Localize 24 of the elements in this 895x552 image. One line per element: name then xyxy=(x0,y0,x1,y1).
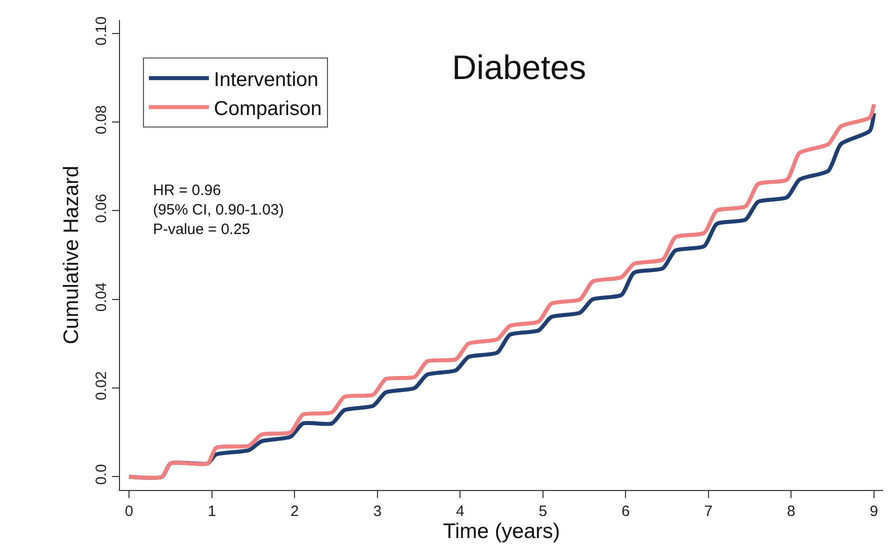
x-tick-label: 1 xyxy=(208,503,216,520)
y-axis-title: Cumulative Hazard xyxy=(60,166,84,344)
y-tick-label: 0.06 xyxy=(93,194,110,224)
y-tick-label: 0.10 xyxy=(93,16,110,46)
x-tick-label: 6 xyxy=(621,503,630,520)
x-tick-label: 0 xyxy=(124,503,134,520)
x-axis-title: Time (years) xyxy=(442,520,560,544)
y-tick-label: 0.0 xyxy=(93,464,110,485)
x-tick-label: 7 xyxy=(704,503,713,520)
x-tick-label: 9 xyxy=(870,503,878,520)
annotation: P-value = 0.25 xyxy=(153,221,250,238)
y-tick-label: 0.02 xyxy=(93,371,110,400)
x-tick-label: 4 xyxy=(456,503,464,520)
y-tick-label: 0.08 xyxy=(93,105,110,134)
legend-label: Comparison xyxy=(214,98,322,120)
x-tick-label: 3 xyxy=(373,503,382,520)
x-tick-label: 8 xyxy=(786,503,796,520)
legend-label: Intervention xyxy=(214,68,318,91)
text: Diabetes xyxy=(452,49,586,87)
y-tick-label: 0.04 xyxy=(93,282,110,312)
annotation: HR = 0.96 xyxy=(153,182,221,199)
x-tick-label: 5 xyxy=(538,503,548,520)
x-tick-label: 2 xyxy=(290,503,299,520)
annotation: (95% CI, 0.90-1.03) xyxy=(153,202,284,218)
